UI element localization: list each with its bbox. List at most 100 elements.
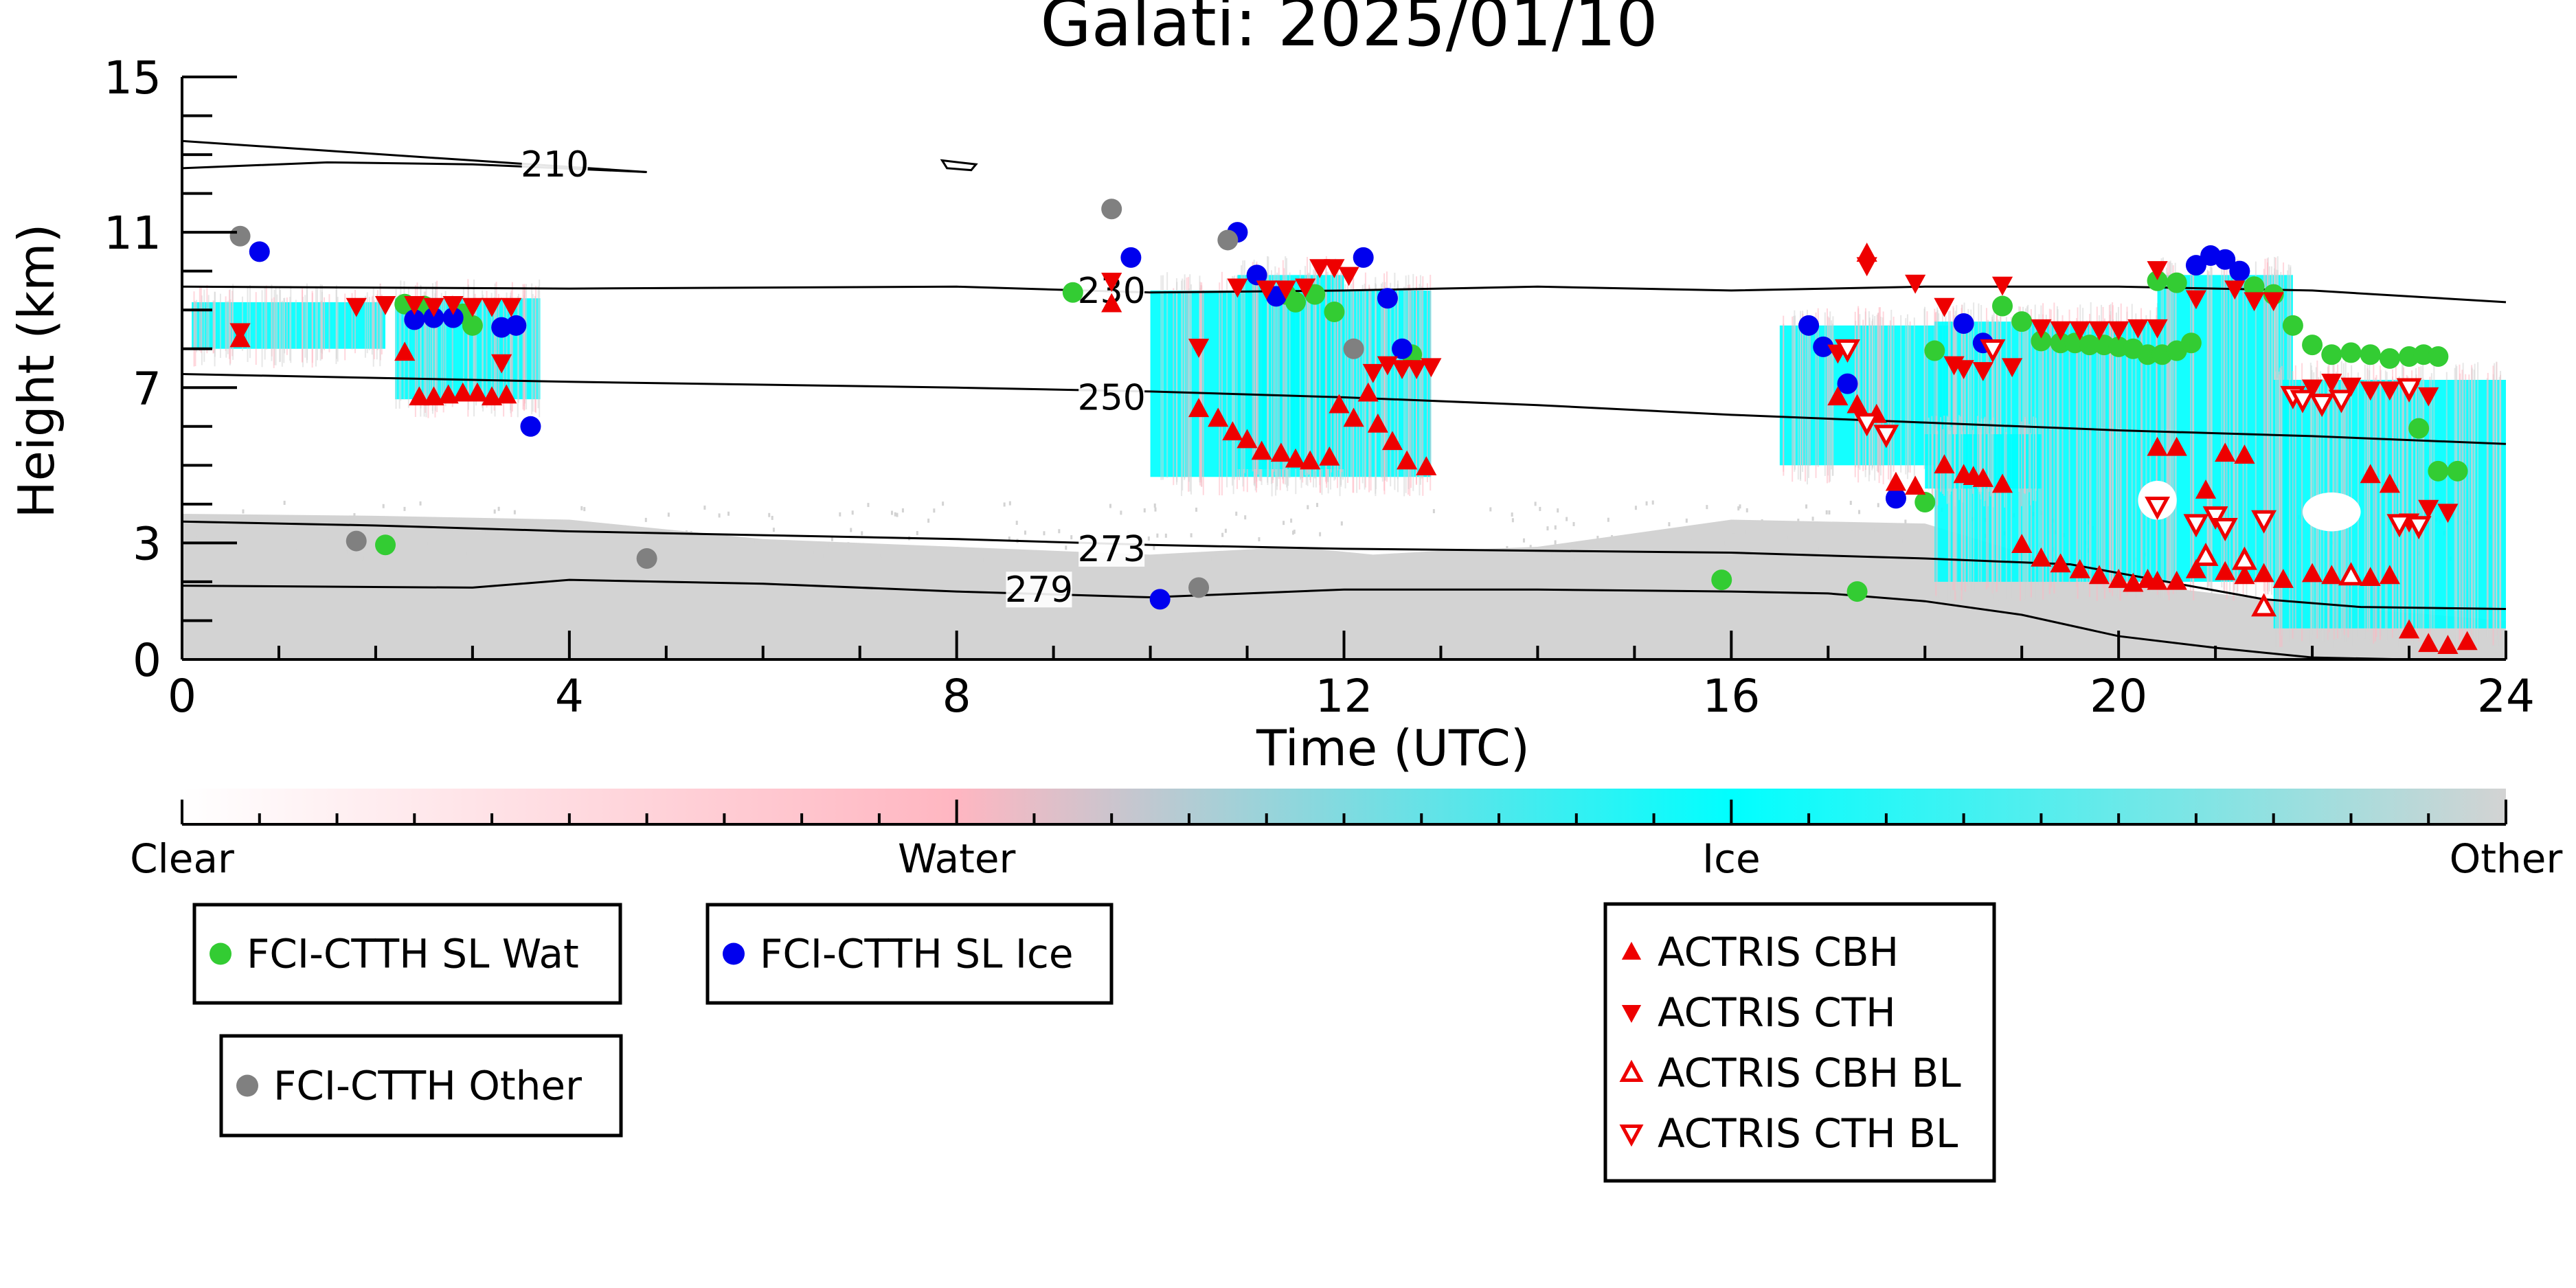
curtain-streak	[1926, 311, 1928, 467]
fci-ctth-sl-ice-point	[442, 307, 464, 328]
curtain-speck	[534, 553, 536, 558]
fci-ctth-sl-wat-point	[462, 315, 483, 336]
curtain-streak	[1888, 325, 1890, 479]
curtain-streak	[1983, 418, 1985, 507]
contour-label-bg	[1006, 572, 1072, 608]
y-tick-label: 15	[104, 52, 161, 104]
curtain-streak	[1241, 265, 1243, 477]
curtain-streak	[414, 285, 416, 417]
curtain-speck	[667, 512, 670, 517]
actris-cbh-point	[2379, 473, 2400, 493]
curtain-speck	[705, 543, 708, 548]
actris-cth-bl-point	[2406, 516, 2432, 540]
curtain-streak	[535, 286, 537, 414]
curtain-speck	[1291, 530, 1294, 535]
legend-frame	[1603, 902, 1996, 1183]
fci-ctth-other-point	[229, 225, 251, 247]
curtain-streak	[2415, 368, 2417, 637]
actris-cth-point	[1338, 267, 1359, 286]
fci-ctth-other-point	[1217, 229, 1239, 251]
curtain-speck	[1506, 545, 1509, 550]
legend-entry: FCI-CTTH Other	[236, 1063, 582, 1109]
curtain-speck	[1182, 557, 1185, 562]
curtain-streak	[1234, 275, 1236, 480]
fci-ctth-sl-wat-point	[1846, 581, 1868, 602]
curtain-streak	[1905, 318, 1907, 475]
y-tick-label: 0	[133, 634, 161, 687]
fci-ctth-sl-wat-point	[2302, 335, 2323, 356]
curtain-streak	[2384, 370, 2386, 633]
curtain-speck	[851, 510, 854, 515]
curtain-streak	[1419, 284, 1421, 496]
curtain-streak	[1971, 429, 1974, 494]
curtain-streak	[1397, 284, 1399, 479]
curtain-streak	[1815, 312, 1817, 478]
curtain-streak	[2369, 364, 2371, 640]
curtain-speck	[195, 536, 198, 541]
actris-cth-point	[1188, 339, 1210, 358]
curtain-streak	[1257, 273, 1259, 475]
fci-ctth-sl-ice-point	[1353, 247, 1374, 268]
actris-cth-point	[1309, 259, 1331, 279]
actris-cbh-point	[2215, 442, 2236, 462]
curtain-streak	[289, 297, 291, 361]
fci-ctth-sl-wat-point	[2408, 418, 2430, 439]
curtain-streak	[225, 301, 227, 358]
curtain-streak	[1978, 422, 1980, 493]
colorbar-label: Ice	[1702, 835, 1761, 882]
curtain-speck	[1258, 537, 1261, 542]
curtain-streak	[271, 284, 273, 361]
curtain-streak	[2373, 361, 2375, 644]
actris-cbh-point	[2360, 567, 2381, 587]
curtain-streak	[351, 293, 353, 350]
curtain-streak	[2131, 304, 2133, 589]
actris-cth-point	[2147, 319, 2168, 339]
actris-cth-point	[2127, 319, 2149, 339]
curtain-streak	[232, 284, 234, 360]
curtain-speck	[580, 506, 583, 510]
actris-cbh-point	[1300, 450, 1321, 470]
curtain-streak	[518, 293, 520, 403]
curtain-streak	[1989, 420, 1991, 497]
curtain-streak	[1188, 289, 1190, 482]
actris-cbh-point	[1329, 394, 1350, 414]
curtain-speck	[942, 501, 945, 506]
curtain-streak	[2364, 364, 2366, 639]
x-axis-label: Time (UTC)	[1256, 719, 1530, 777]
actris-cth-point	[1905, 274, 1926, 294]
curtain-streak	[436, 280, 438, 413]
actris-cth-point	[1621, 1005, 1642, 1024]
curtain-streak	[2103, 318, 2105, 599]
curtain-speck	[1120, 510, 1122, 515]
curtain-speck	[1554, 540, 1557, 545]
fci-ctth-sl-ice-point	[1392, 338, 1413, 359]
curtain-streak	[1375, 283, 1377, 497]
curtain-streak	[1783, 315, 1785, 472]
curtain-streak	[431, 286, 433, 411]
curtain-streak	[1807, 316, 1809, 478]
curtain-speck	[933, 508, 936, 513]
curtain-speck	[1825, 510, 1828, 515]
curtain-streak	[1792, 316, 1794, 482]
curtain-speck	[1153, 503, 1156, 508]
curtain-streak	[2171, 262, 2173, 589]
curtain-speck	[483, 530, 486, 534]
curtain-speck	[1828, 510, 1831, 515]
curtain-streak	[275, 288, 277, 365]
actris-cbh-point	[1101, 293, 1122, 313]
curtain-speck	[1529, 545, 1532, 550]
actris-cbh-bl-point	[2251, 593, 2277, 617]
curtain-streak	[2461, 370, 2463, 637]
legend-entry: ACTRIS CBH	[1621, 929, 1899, 975]
legend-box: ACTRIS CBH ACTRIS CTH ACTRIS CBH BL ACTRIS …	[1603, 902, 1996, 1183]
curtain-streak	[200, 287, 202, 353]
curtain-streak	[1950, 427, 1952, 492]
curtain-streak	[2289, 379, 2291, 643]
data-markers	[229, 199, 2478, 654]
curtain-streak	[2023, 427, 2025, 494]
curtain-streak	[2395, 365, 2397, 631]
curtain-streak	[2407, 376, 2409, 636]
curtain-streak	[2102, 306, 2104, 588]
curtain-streak	[2462, 363, 2464, 642]
curtain-streak	[276, 294, 278, 349]
